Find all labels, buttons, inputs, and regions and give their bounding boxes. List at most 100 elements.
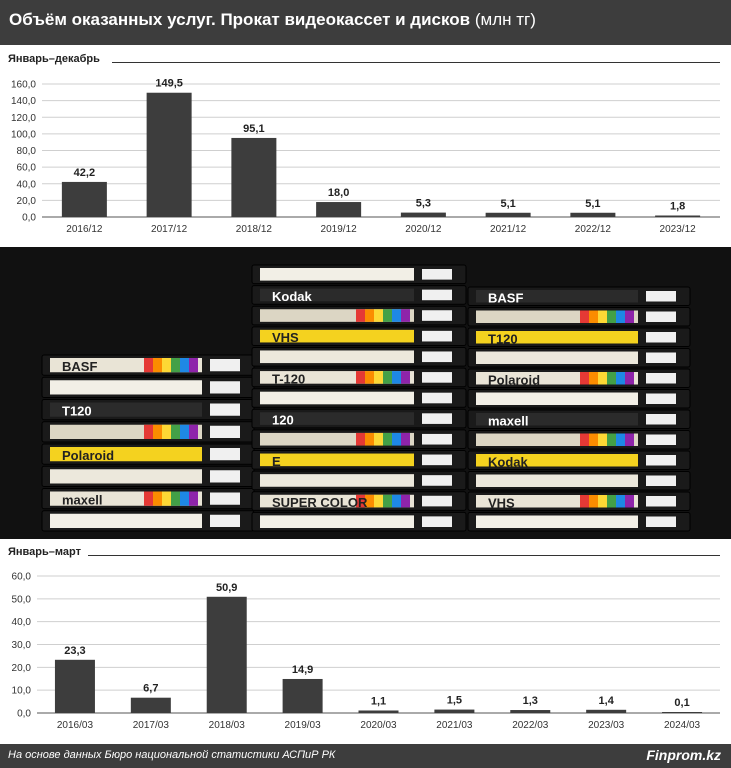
cassette [251, 511, 467, 532]
chart1-bar [485, 212, 531, 217]
chart1-title: Январь–декабрь [8, 53, 100, 65]
cassette: Polaroid [467, 368, 691, 388]
chart1-xtick-label: 2022/12 [575, 224, 612, 235]
chart2-value-label: 50,9 [216, 582, 237, 594]
chart1-svg: 0,0 20,0 40,0 60,0 80,0 100,0 120,0 140,0 160,0 4… [11, 78, 720, 235]
cassette-brand-label: 120 [272, 413, 294, 428]
chart2-title: Январь–март [8, 546, 81, 558]
cassette: maxell [41, 488, 255, 510]
chart1-value-label: 18,0 [328, 187, 349, 199]
chart2-xtick-label: 2024/03 [664, 720, 701, 731]
cassette-brand-label: T120 [62, 404, 92, 419]
chart2-value-label: 1,5 [447, 695, 462, 707]
chart1-xtick-label: 2016/12 [66, 224, 103, 235]
chart2-bar [358, 710, 399, 713]
chart2-ytick-label: 20,0 [12, 663, 32, 674]
cassette [467, 307, 691, 327]
chart2-value-label: 14,9 [292, 664, 313, 676]
chart2-xtick-label: 2023/03 [588, 720, 625, 731]
chart2-ytick-label: 60,0 [12, 572, 32, 583]
chart1-bar [570, 212, 616, 217]
title-unit: (млн тг) [474, 10, 536, 29]
chart1-value-label: 1,8 [670, 201, 685, 213]
header-bar: Объём оказанных услуг. Прокат видеокассе… [0, 0, 731, 45]
cassette-brand-label: VHS [272, 330, 299, 345]
chart1-bar [146, 92, 192, 217]
chart1-ytick-label: 100,0 [11, 129, 36, 140]
chart2-xtick-label: 2016/03 [57, 720, 94, 731]
cassette: T120 [41, 399, 255, 421]
chart1-bar [655, 215, 701, 217]
chart2-value-label: 23,3 [64, 645, 85, 657]
chart1-ytick-label: 40,0 [17, 179, 37, 190]
cassette: BASF [467, 286, 691, 306]
cassette [251, 346, 467, 367]
chart2-bar [586, 709, 627, 713]
chart2-ytick-label: 30,0 [12, 640, 32, 651]
cassette [467, 471, 691, 491]
vhs-cassettes-photo: BASF T120 Polaroid maxell Kodak VHS T-120 120 E S… [0, 247, 731, 539]
chart1-bar [61, 181, 107, 217]
chart1-value-label: 149,5 [155, 78, 183, 90]
cassette [251, 388, 467, 408]
chart1-xtick-label: 2019/12 [321, 224, 358, 235]
cassette-brand-label: Kodak [272, 289, 313, 304]
chart2-bar [130, 697, 171, 713]
cassette-brand-label: T120 [488, 331, 518, 346]
page-title: Объём оказанных услуг. Прокат видеокассе… [9, 10, 536, 30]
chart2-bar [54, 659, 95, 713]
cassette-brand-label: SUPER COLOR [272, 495, 368, 510]
chart2-value-label: 1,1 [371, 695, 386, 707]
cassette-brand-label: Kodak [488, 454, 529, 469]
chart2-bar [662, 712, 703, 713]
cassette: SUPER COLOR [251, 491, 467, 511]
chart2-xtick-label: 2022/03 [512, 720, 549, 731]
chart2-value-label: 6,7 [143, 683, 158, 695]
chart1-value-label: 42,2 [74, 167, 95, 179]
chart2-xtick-label: 2017/03 [133, 720, 170, 731]
cassette-brand-label: VHS [488, 495, 515, 510]
chart2-bar [510, 710, 551, 713]
chart1-ytick-label: 120,0 [11, 113, 36, 124]
chart1-value-label: 95,1 [243, 123, 264, 135]
cassette: VHS [467, 491, 691, 511]
cassette [467, 348, 691, 368]
chart1-value-label: 5,1 [500, 198, 515, 210]
cassette [41, 421, 255, 443]
footer-bar: На основе данных Бюро национальной стати… [0, 744, 731, 768]
cassette [251, 264, 467, 285]
chart1-ytick-label: 0,0 [22, 213, 36, 224]
cassette [251, 305, 467, 326]
chart1-xtick-label: 2020/12 [405, 224, 442, 235]
chart1-ytick-label: 60,0 [17, 163, 37, 174]
chart2-value-label: 1,3 [523, 695, 538, 707]
chart2-xtick-label: 2021/03 [436, 720, 473, 731]
chart1-ytick-label: 140,0 [11, 96, 36, 107]
chart2-ytick-label: 50,0 [12, 594, 32, 605]
cassette-brand-label: maxell [62, 493, 102, 508]
chart2-xtick-label: 2019/03 [285, 720, 322, 731]
cassette [467, 430, 691, 450]
chart1-xtick-label: 2018/12 [236, 224, 273, 235]
chart2-ytick-label: 0,0 [17, 709, 31, 720]
cassette-brand-label: E [272, 454, 281, 469]
chart1-xtick-label: 2023/12 [660, 224, 697, 235]
cassette [467, 389, 691, 409]
cassette-brand-label: Polaroid [488, 372, 540, 387]
chart2-ytick-label: 10,0 [12, 686, 32, 697]
cassette [41, 376, 255, 398]
cassette-brand-label: BASF [488, 290, 523, 305]
cassette-brand-label: T-120 [272, 371, 305, 386]
chart1-bar [400, 212, 446, 217]
photo-illustration: BASF T120 Polaroid maxell Kodak VHS T-120 120 E S… [41, 264, 691, 532]
chart1-bar [231, 137, 277, 217]
chart1-xtick-label: 2017/12 [151, 224, 188, 235]
chart2-xtick-label: 2020/03 [360, 720, 397, 731]
chart2-xtick-label: 2018/03 [209, 720, 246, 731]
cassette [41, 510, 255, 532]
brand-logo: Finprom.kz [646, 747, 721, 763]
chart1-value-label: 5,1 [585, 198, 600, 210]
cassette: 120 [251, 408, 467, 429]
chart1-ytick-label: 20,0 [17, 196, 37, 207]
chart2-bar [282, 678, 323, 713]
